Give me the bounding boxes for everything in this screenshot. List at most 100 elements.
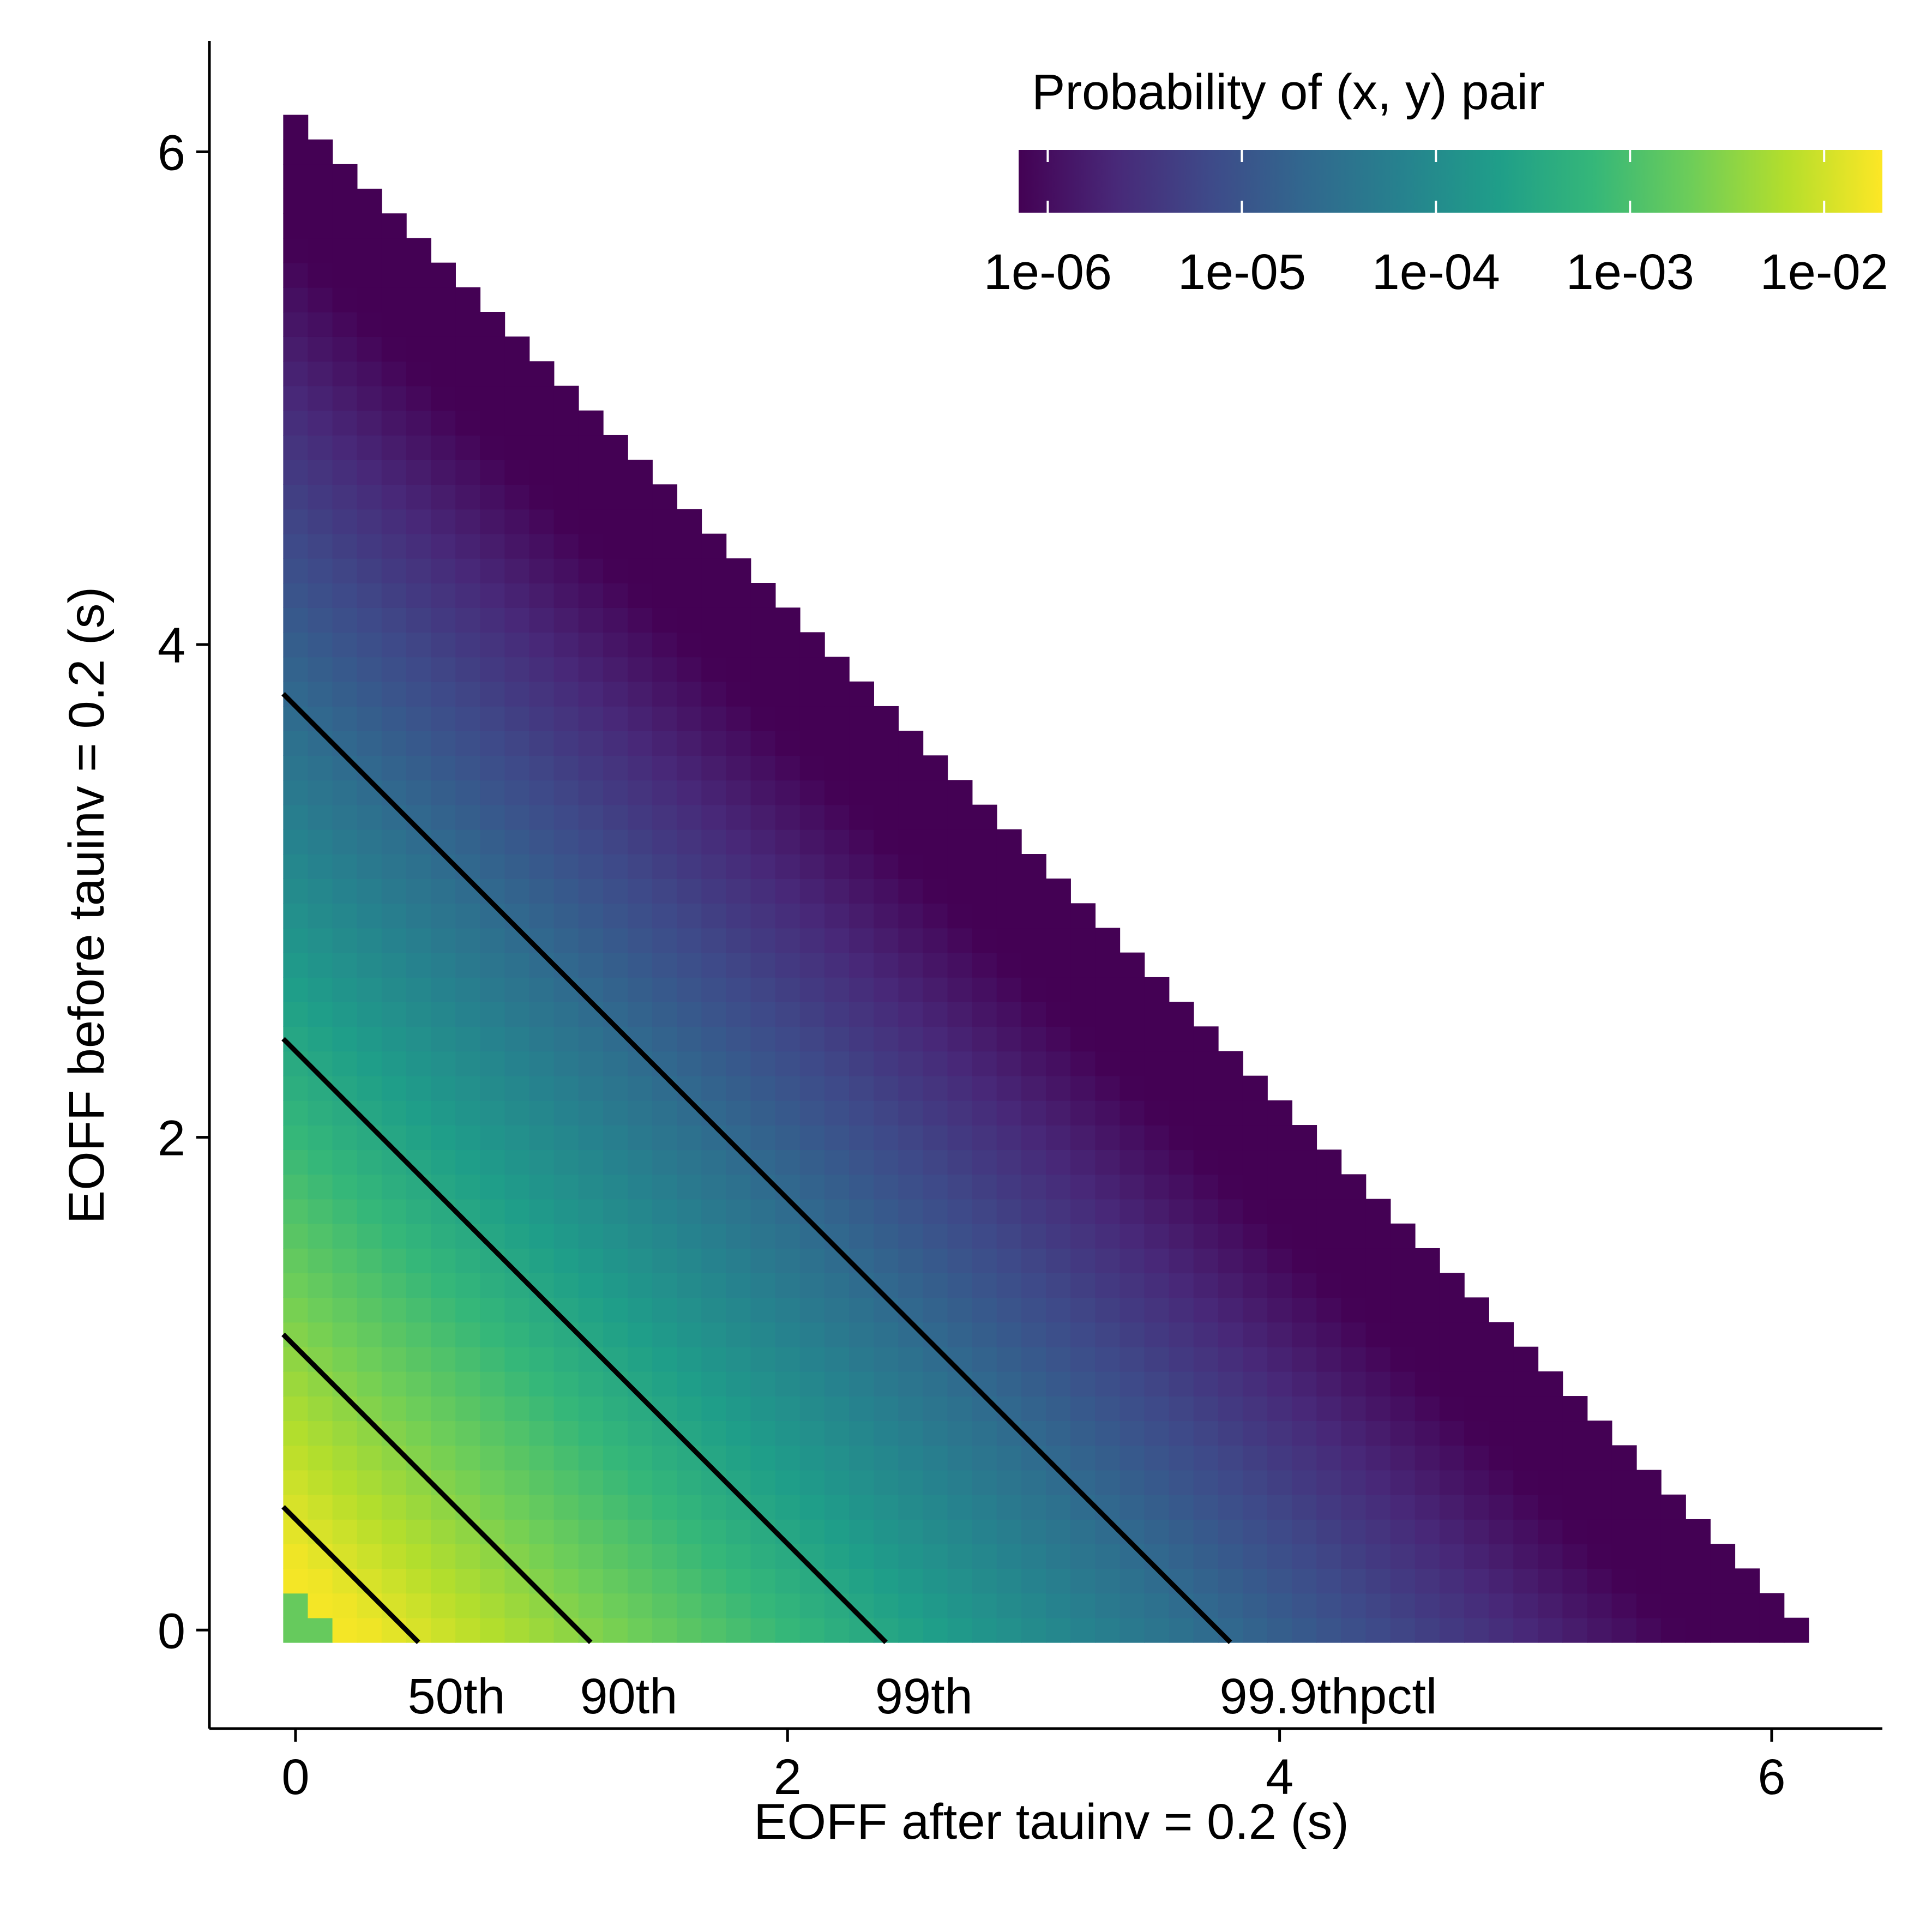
heatmap-cell — [578, 1248, 604, 1273]
heatmap-cell — [923, 1125, 948, 1151]
heatmap-cell — [1120, 1421, 1145, 1446]
heatmap-cell — [308, 903, 333, 929]
heatmap-cell — [898, 804, 924, 830]
heatmap-cell — [1095, 1346, 1121, 1372]
heatmap-cell — [1562, 1593, 1588, 1618]
heatmap-cell — [1046, 1470, 1071, 1495]
heatmap-cell — [824, 1273, 850, 1298]
heatmap-cell — [308, 509, 333, 534]
heatmap-cell — [381, 1593, 407, 1618]
heatmap-cell — [1365, 1199, 1391, 1224]
heatmap-cell — [1242, 1297, 1268, 1323]
heatmap-cell — [381, 977, 407, 1002]
heatmap-cell — [431, 829, 456, 854]
heatmap-cell — [1439, 1593, 1465, 1618]
heatmap-cell — [824, 780, 850, 805]
heatmap-cell — [1021, 977, 1046, 1002]
heatmap-cell — [603, 1371, 628, 1397]
heatmap-cell — [972, 1396, 997, 1422]
heatmap-cell — [381, 533, 407, 559]
heatmap-cell — [1464, 1470, 1489, 1495]
heatmap-cell — [603, 435, 628, 460]
heatmap-cell — [701, 1617, 727, 1643]
heatmap-cell — [553, 731, 579, 756]
heatmap-cell — [1218, 1125, 1243, 1151]
heatmap-cell — [1316, 1519, 1342, 1544]
heatmap-cell — [996, 1470, 1022, 1495]
heatmap-cell — [357, 780, 382, 805]
heatmap-cell — [677, 509, 702, 534]
heatmap-cell — [1267, 1544, 1292, 1569]
heatmap-cell — [603, 780, 628, 805]
heatmap-cell — [308, 238, 333, 263]
heatmap-cell — [603, 878, 628, 904]
heatmap-cell — [701, 829, 727, 854]
heatmap-cell — [529, 1445, 555, 1471]
heatmap-cell — [750, 1519, 776, 1544]
heatmap-cell — [1242, 1125, 1268, 1151]
heatmap-cell — [996, 1519, 1022, 1544]
heatmap-cell — [406, 238, 431, 263]
heatmap-cell — [701, 1346, 727, 1372]
heatmap-cell — [824, 1248, 850, 1273]
heatmap-cell — [578, 878, 604, 904]
heatmap-cell — [553, 804, 579, 830]
heatmap-cell — [578, 1100, 604, 1126]
heatmap-cell — [1365, 1371, 1391, 1397]
heatmap-cell — [775, 1568, 801, 1594]
heatmap-cell — [357, 484, 382, 510]
heatmap-cell — [578, 1149, 604, 1175]
heatmap-cell — [529, 1421, 555, 1446]
heatmap-cell — [553, 1075, 579, 1101]
heatmap-cell — [578, 1519, 604, 1544]
heatmap-cell — [1046, 1371, 1071, 1397]
heatmap-cell — [1021, 1297, 1046, 1323]
heatmap-cell — [1021, 1544, 1046, 1569]
heatmap-cell — [332, 829, 358, 854]
heatmap-cell — [1341, 1174, 1367, 1200]
heatmap-cell — [332, 804, 358, 830]
heatmap-cell — [652, 681, 678, 707]
heatmap-cell — [1341, 1273, 1367, 1298]
heatmap-cell — [628, 977, 653, 1002]
heatmap-cell — [332, 657, 358, 682]
heatmap-cell — [455, 1617, 481, 1643]
heatmap-cell — [1242, 1174, 1268, 1200]
heatmap-cell — [775, 829, 801, 854]
heatmap-cell — [381, 1470, 407, 1495]
heatmap-cell — [1046, 1100, 1071, 1126]
heatmap-cell — [1341, 1568, 1367, 1594]
heatmap-cell — [1046, 878, 1071, 904]
heatmap-cell — [578, 1297, 604, 1323]
heatmap-cell — [455, 878, 481, 904]
heatmap-cell — [1390, 1617, 1416, 1643]
heatmap-cell — [1095, 1051, 1121, 1076]
heatmap-cell — [1021, 903, 1046, 929]
heatmap-cell — [1464, 1346, 1489, 1372]
heatmap-cell — [332, 312, 358, 337]
heatmap-cell — [1415, 1248, 1440, 1273]
heatmap-cell — [332, 189, 358, 214]
heatmap-cell — [308, 829, 333, 854]
heatmap-cell — [1513, 1593, 1539, 1618]
heatmap-cell — [406, 558, 431, 583]
heatmap-cell — [652, 1125, 678, 1151]
heatmap-cell — [406, 435, 431, 460]
heatmap-cell — [308, 1322, 333, 1347]
heatmap-cell — [628, 632, 653, 658]
heatmap-cell — [529, 780, 555, 805]
heatmap-cell — [529, 632, 555, 658]
heatmap-cell — [1046, 1593, 1071, 1618]
heatmap-cell — [1070, 1593, 1096, 1618]
heatmap-cell — [283, 213, 309, 239]
heatmap-cell — [1292, 1396, 1317, 1422]
heatmap-cell — [652, 1519, 678, 1544]
heatmap-cell — [726, 1075, 751, 1101]
heatmap-cell — [406, 1544, 431, 1569]
heatmap-cell — [529, 533, 555, 559]
heatmap-cell — [283, 115, 309, 140]
heatmap-cell — [504, 1568, 530, 1594]
heatmap-cell — [529, 804, 555, 830]
heatmap-cell — [431, 361, 456, 387]
